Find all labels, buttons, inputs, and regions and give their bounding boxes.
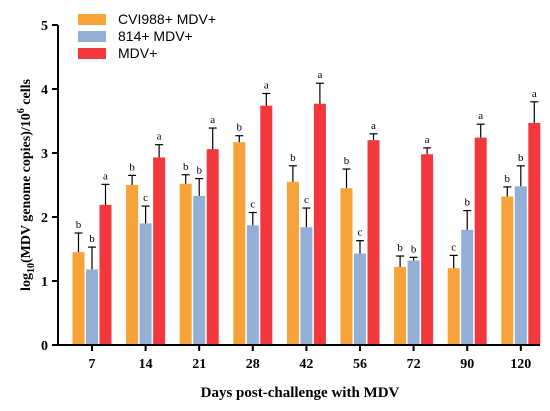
x-tick-label: 7 xyxy=(89,357,96,372)
significance-label: a xyxy=(264,79,269,91)
y-tick-label: 2 xyxy=(41,211,48,226)
bar xyxy=(286,181,299,345)
bar xyxy=(407,260,420,345)
bar xyxy=(233,142,246,345)
significance-label: b xyxy=(237,122,243,134)
y-tick-label: 4 xyxy=(41,83,48,98)
y-axis-label: log10(MDV genome copies)/106 cells xyxy=(16,79,37,291)
bar xyxy=(139,223,152,345)
significance-label: b xyxy=(129,161,135,173)
significance-label: b xyxy=(344,155,350,167)
x-tick-label: 120 xyxy=(510,357,531,372)
bar xyxy=(72,252,85,345)
bar xyxy=(99,204,112,345)
bar xyxy=(474,137,487,345)
x-tick-label: 21 xyxy=(192,357,206,372)
bar xyxy=(447,268,460,345)
bar xyxy=(260,105,273,345)
y-axis-label-suffix: cells xyxy=(19,79,34,109)
significance-label: c xyxy=(451,241,456,253)
significance-label: c xyxy=(250,199,255,211)
legend-swatch xyxy=(78,48,106,59)
y-tick-label: 5 xyxy=(41,19,48,34)
bar xyxy=(461,229,474,345)
bar xyxy=(501,196,514,345)
bar xyxy=(153,157,166,345)
bar xyxy=(354,253,366,345)
significance-label: b xyxy=(196,165,202,177)
legend-swatch xyxy=(78,31,106,42)
y-axis-label-sup: 6 xyxy=(16,108,27,113)
significance-label: b xyxy=(464,197,470,209)
bar xyxy=(300,227,313,345)
significance-label: a xyxy=(157,131,162,143)
bar xyxy=(193,195,206,345)
y-tick-label: 0 xyxy=(41,339,48,354)
significance-label: a xyxy=(103,170,108,182)
legend-label: MDV+ xyxy=(118,45,157,61)
y-tick-label: 1 xyxy=(41,275,48,290)
bar xyxy=(206,149,219,345)
significance-label: b xyxy=(505,173,511,185)
significance-label: b xyxy=(183,161,189,173)
bar xyxy=(514,186,527,345)
x-tick-label: 72 xyxy=(407,357,421,372)
bar xyxy=(179,183,192,345)
significance-label: a xyxy=(478,110,483,122)
axes: 0 1 2 3 4 5 7 14 21 28 42 56 72 90 120 xyxy=(41,19,540,372)
y-axis-label-prefix: log xyxy=(19,273,34,291)
y-axis-label-middle: (MDV genome copies)/10 xyxy=(19,113,34,263)
significance-label: b xyxy=(518,152,524,164)
y-tick-label: 3 xyxy=(41,147,48,162)
x-tick-label: 28 xyxy=(246,357,260,372)
bar xyxy=(421,154,434,345)
x-tick-label: 14 xyxy=(139,357,153,372)
bar xyxy=(367,140,380,345)
significance-label: c xyxy=(358,227,363,239)
bar xyxy=(313,103,326,345)
x-axis-label: Days post-challenge with MDV xyxy=(201,385,400,401)
bar xyxy=(86,269,98,345)
significance-label: a xyxy=(371,120,376,132)
significance-label: b xyxy=(76,219,82,231)
bar xyxy=(126,185,139,345)
bar xyxy=(340,188,353,345)
bar xyxy=(246,225,259,345)
x-tick-label: 42 xyxy=(299,357,313,372)
x-tick-label: 56 xyxy=(353,357,367,372)
significance-label: c xyxy=(143,192,148,204)
significance-label: c xyxy=(304,194,309,206)
significance-label: a xyxy=(425,134,430,146)
y-axis-label-sub: 10 xyxy=(26,263,37,273)
bar xyxy=(528,122,541,345)
legend-label: 814+ MDV+ xyxy=(118,28,193,44)
significance-label: a xyxy=(210,114,215,126)
x-tick-label: 90 xyxy=(460,357,474,372)
legend-swatch xyxy=(78,14,106,25)
significance-label: b xyxy=(290,152,296,164)
significance-label: b xyxy=(89,233,95,245)
chart-legend: CVI988+ MDV+814+ MDV+MDV+ xyxy=(78,11,216,61)
significance-label: a xyxy=(532,88,537,100)
bar xyxy=(394,266,407,345)
significance-label: a xyxy=(317,69,322,81)
significance-label: b xyxy=(397,242,403,254)
significance-label: b xyxy=(411,243,417,255)
legend-label: CVI988+ MDV+ xyxy=(118,11,216,27)
